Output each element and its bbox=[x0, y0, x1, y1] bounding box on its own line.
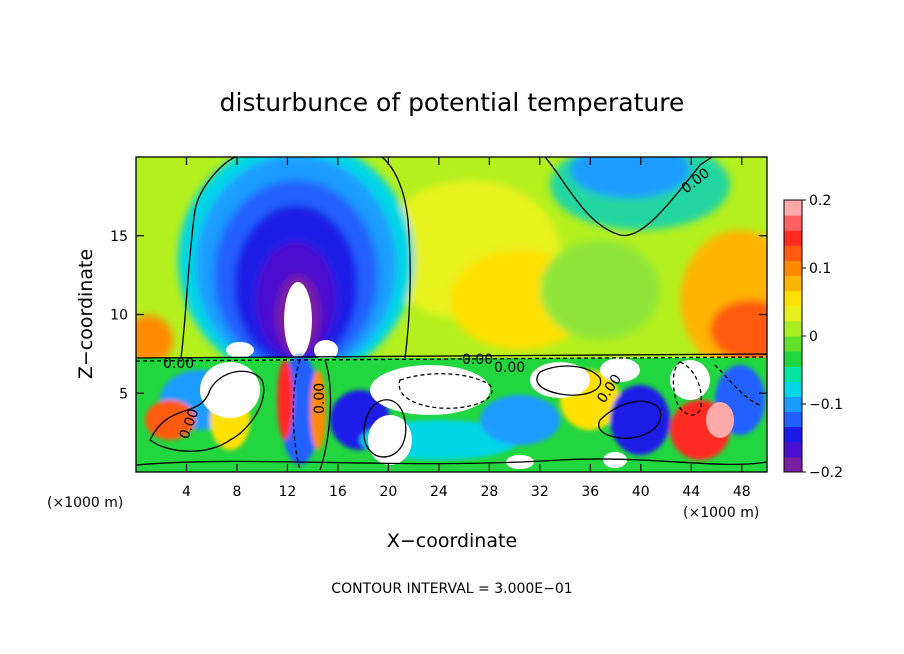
contour-label: 0.00 bbox=[494, 360, 525, 376]
colorbar-tick-label: −0.2 bbox=[809, 465, 843, 481]
colorbar-band bbox=[784, 427, 802, 443]
colorbar-band bbox=[784, 381, 802, 397]
contour-label: 0.00 bbox=[312, 383, 328, 414]
contour-label: 0.00 bbox=[163, 356, 194, 372]
x-unit-label-right: (×1000 m) bbox=[683, 505, 759, 521]
x-tick-label: 16 bbox=[329, 484, 347, 500]
colorbar-band bbox=[784, 245, 802, 261]
colorbar-band bbox=[784, 276, 802, 292]
colorbar-band bbox=[784, 215, 802, 231]
x-tick-label: 32 bbox=[531, 484, 549, 500]
colorbar-band bbox=[784, 306, 802, 322]
colorbar-band bbox=[784, 457, 802, 473]
x-tick-label: 28 bbox=[480, 484, 498, 500]
colorbar-band bbox=[784, 291, 802, 307]
x-tick-label: 20 bbox=[379, 484, 397, 500]
x-tick-label: 36 bbox=[581, 484, 599, 500]
colorbar-band bbox=[784, 321, 802, 337]
colorbar-band bbox=[784, 351, 802, 367]
x-tick-label: 48 bbox=[733, 484, 751, 500]
colorbar-band bbox=[784, 230, 802, 246]
x-tick-label: 24 bbox=[430, 484, 448, 500]
y-tick-label: 5 bbox=[119, 386, 128, 402]
colorbar-band bbox=[784, 396, 802, 412]
colorbar-tick-label: −0.1 bbox=[809, 397, 843, 413]
x-axis-label: X−coordinate bbox=[387, 530, 517, 552]
colorbar-tick-label: 0 bbox=[809, 329, 818, 345]
colorbar bbox=[784, 200, 802, 473]
heatmap-plot-area bbox=[123, 140, 800, 472]
x-tick-label: 12 bbox=[279, 484, 297, 500]
x-tick-label: 8 bbox=[232, 484, 241, 500]
figure: disturbunce of potential temperature bbox=[0, 0, 904, 654]
y-axis-label: Z−coordinate bbox=[75, 249, 97, 379]
colorbar-band bbox=[784, 260, 802, 276]
colorbar-band bbox=[784, 336, 802, 352]
y-tick-label: 15 bbox=[110, 229, 128, 245]
x-tick-label: 44 bbox=[682, 484, 700, 500]
colorbar-tick-label: 0.2 bbox=[809, 193, 831, 209]
x-tick-label: 40 bbox=[632, 484, 650, 500]
x-tick-label: 4 bbox=[182, 484, 191, 500]
contour-interval-note: CONTOUR INTERVAL = 3.000E−01 bbox=[331, 581, 572, 597]
y-tick-label: 10 bbox=[110, 308, 128, 324]
colorbar-band bbox=[784, 366, 802, 382]
colorbar-ticks: 0.2 0.1 0 −0.1 −0.2 bbox=[802, 193, 843, 481]
x-unit-label: (×1000 m) bbox=[47, 495, 123, 511]
colorbar-tick-label: 0.1 bbox=[809, 261, 831, 277]
chart-title: disturbunce of potential temperature bbox=[220, 88, 685, 117]
colorbar-band bbox=[784, 442, 802, 458]
colorbar-band bbox=[784, 200, 802, 216]
colorbar-band bbox=[784, 412, 802, 428]
contour-label: 0.00 bbox=[462, 352, 493, 368]
